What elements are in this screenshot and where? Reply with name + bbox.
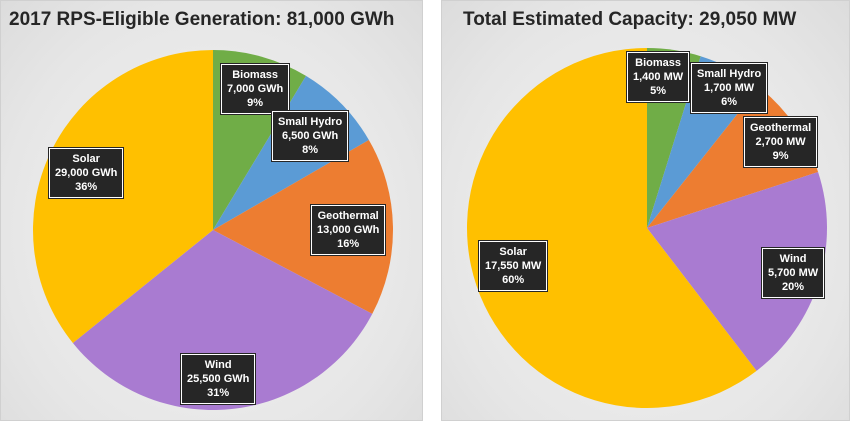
label-small-hydro: Small Hydro 6,500 GWh 8%	[272, 111, 349, 161]
pie-slice-geothermal	[213, 140, 393, 314]
label-solar: Solar 17,550 MW 60%	[479, 241, 548, 291]
label-wind: Wind 5,700 MW 20%	[762, 248, 825, 298]
pie-slice-solar	[466, 48, 757, 409]
label-solar: Solar 29,000 GWh 36%	[49, 148, 124, 198]
pie-slice-wind	[72, 230, 373, 411]
label-geothermal: Geothermal 2,700 MW 9%	[744, 117, 818, 167]
label-biomass: Biomass 7,000 GWh 9%	[221, 64, 290, 114]
label-wind: Wind 25,500 GWh 31%	[181, 354, 256, 404]
label-small-hydro: Small Hydro 1,700 MW 6%	[691, 63, 768, 113]
capacity-chart-panel: Total Estimated Capacity: 29,050 MW Biom…	[441, 0, 850, 421]
label-geothermal: Geothermal 13,000 GWh 16%	[311, 205, 386, 255]
generation-chart-panel: 2017 RPS-Eligible Generation: 81,000 GWh…	[0, 0, 423, 421]
generation-chart-title: 2017 RPS-Eligible Generation: 81,000 GWh	[9, 9, 395, 30]
capacity-chart-title: Total Estimated Capacity: 29,050 MW	[463, 9, 797, 30]
label-biomass: Biomass 1,400 MW 5%	[627, 52, 690, 102]
pie-slice-wind	[647, 172, 827, 371]
